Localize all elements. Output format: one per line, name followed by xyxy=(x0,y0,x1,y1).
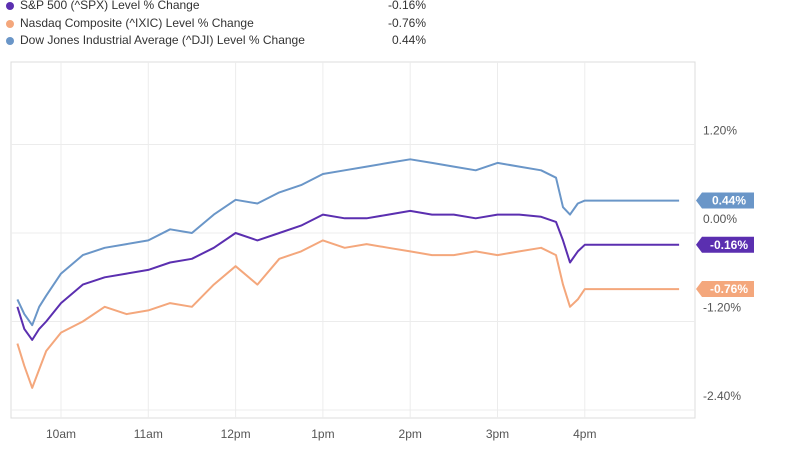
series-line xyxy=(16,158,680,327)
y-tick-label: 0.00% xyxy=(703,212,737,226)
legend-value-spx: -0.16% xyxy=(387,0,426,12)
x-tick-label: 1pm xyxy=(311,427,334,441)
gridlines xyxy=(11,62,695,418)
legend-label-dji: Dow Jones Industrial Average (^DJI) Leve… xyxy=(20,33,305,47)
legend-item-dji[interactable]: Dow Jones Industrial Average (^DJI) Leve… xyxy=(6,32,426,50)
x-tick-label: 2pm xyxy=(399,427,422,441)
chart-legend: S&P 500 (^SPX) Level % Change -0.16% Nas… xyxy=(6,0,426,50)
legend-item-ixic[interactable]: Nasdaq Composite (^IXIC) Level % Change … xyxy=(6,15,426,33)
legend-label-spx: S&P 500 (^SPX) Level % Change xyxy=(20,0,200,12)
y-tick-label: 1.20% xyxy=(703,124,737,138)
value-badge-label: -0.76% xyxy=(710,282,748,296)
series-line xyxy=(16,239,680,389)
value-badge xyxy=(696,281,754,298)
legend-item-spx[interactable]: S&P 500 (^SPX) Level % Change -0.16% xyxy=(6,0,426,15)
x-tick-label: 3pm xyxy=(486,427,509,441)
legend-dot-spx xyxy=(6,2,14,10)
plot-area xyxy=(10,61,696,419)
value-badge xyxy=(696,236,754,253)
legend-value-dji: 0.44% xyxy=(391,33,426,47)
value-badge xyxy=(696,192,754,209)
x-axis-ticks: 10am 11am 12pm 1pm 2pm 3pm 4pm xyxy=(46,427,596,441)
legend-value-ixic: -0.76% xyxy=(387,15,426,30)
y-tick-label: -1.20% xyxy=(703,301,741,315)
series-line xyxy=(16,209,680,341)
x-tick-label: 11am xyxy=(134,427,163,441)
y-tick-label: -2.40% xyxy=(703,389,741,403)
series-lines xyxy=(16,158,680,389)
x-tick-label: 4pm xyxy=(573,427,596,441)
value-badge-label: -0.16% xyxy=(710,238,748,252)
value-badges: -0.16% -0.76% 0.44% xyxy=(696,192,754,298)
value-badge-label: 0.44% xyxy=(712,194,746,208)
legend-dot-dji xyxy=(6,37,14,45)
x-tick-label: 10am xyxy=(46,427,76,441)
x-tick-label: 12pm xyxy=(221,427,251,441)
legend-dot-ixic xyxy=(6,19,14,28)
y-axis-ticks: 1.20% 0.00% -1.20% -2.40% xyxy=(703,124,741,404)
legend-label-ixic: Nasdaq Composite (^IXIC) Level % Change xyxy=(20,15,254,30)
